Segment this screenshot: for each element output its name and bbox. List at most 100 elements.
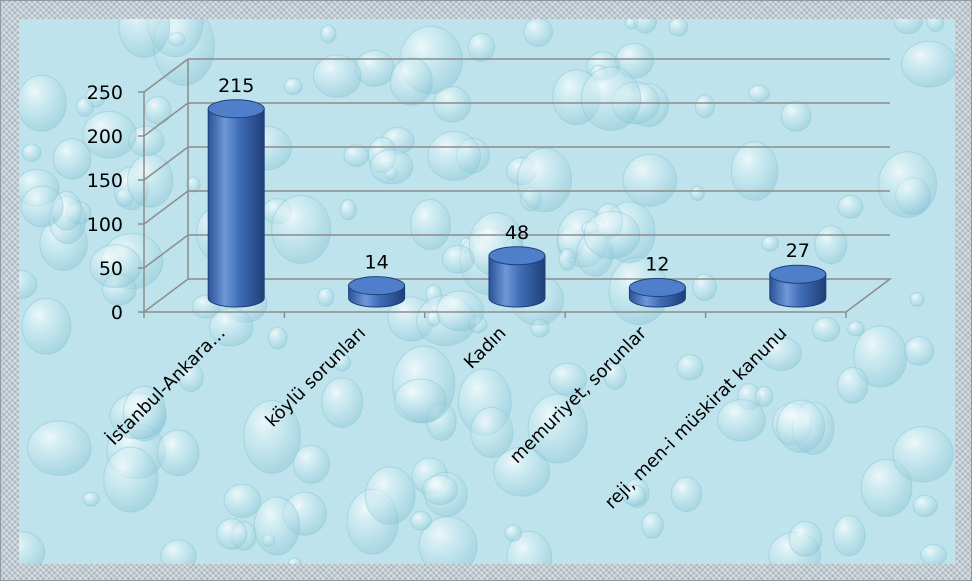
bar-cylinder-top [488,246,546,266]
gridline-diagonal [143,234,189,269]
water-droplet [912,494,938,518]
water-droplet [754,385,774,407]
water-droplet [580,66,642,131]
water-droplet [271,195,332,264]
gridline-diagonal [143,102,189,137]
water-droplet [622,153,678,207]
water-droplet [343,144,370,167]
water-droplet [909,291,925,307]
water-droplet [267,326,288,350]
water-droplet [156,429,200,477]
water-droplet [27,420,92,476]
water-droplet [641,512,664,539]
water-droplet [836,366,869,404]
water-droplet [893,19,923,35]
water-droplet [433,86,472,123]
water-droplet [690,185,705,201]
y-tick-label: 0 [111,302,123,324]
water-droplet [208,307,254,347]
gridlines [138,58,890,318]
water-droplet [186,176,201,193]
water-droplet [52,138,92,180]
data-label: 48 [505,222,529,244]
water-droplet [339,199,357,221]
water-droplet [418,516,478,564]
water-droplet [847,321,865,337]
water-droplet [832,514,866,557]
water-droplet [622,484,647,506]
water-droplet [333,353,351,372]
water-droplet [292,444,330,484]
water-droplet [717,399,767,442]
water-droplet [82,491,100,507]
water-droplet [668,19,689,37]
water-droplet [837,194,864,219]
water-droplet [901,40,955,88]
water-droplet [692,273,718,302]
water-droplet [253,496,300,556]
water-droplet [676,354,704,381]
water-droplet [364,466,416,525]
bars [207,99,827,308]
water-droplet [312,54,362,98]
water-droplet [493,446,551,497]
water-droplet [892,426,954,483]
bar [769,264,827,308]
water-droplet [127,154,174,208]
water-droplet [317,287,335,307]
water-droplet [19,74,67,132]
water-droplet [89,244,142,289]
water-droplet [780,100,812,132]
bar-cylinder-top [769,264,827,284]
gridline-diagonal [143,146,189,181]
water-droplet [470,406,514,458]
data-label: 215 [218,75,254,97]
water-droplet [926,19,945,32]
bar [348,276,406,308]
water-droplet [144,95,172,125]
bar-cylinder-body [207,108,265,308]
water-droplet [761,235,779,252]
water-droplet [730,141,779,201]
water-droplet [243,399,301,474]
water-droplet [504,524,523,542]
water-droplet [354,49,395,87]
water-droplet [103,446,159,513]
water-droplet [633,19,658,34]
water-droplet [694,94,715,119]
data-label: 12 [645,253,669,275]
water-droplet [603,362,627,390]
y-tick-label: 50 [99,258,123,280]
data-labels: 215 14 48 12 27 [218,75,810,276]
water-droplet [670,476,703,512]
water-droplet [82,110,137,159]
floor-plane [141,278,893,313]
water-droplet [516,147,573,213]
gridline-diagonal [143,58,189,93]
gridline-diagonal [143,190,189,225]
water-droplet [548,362,588,396]
water-droplet [860,458,913,517]
water-droplet [19,269,38,300]
water-droplet [427,131,481,181]
axes [141,59,893,313]
y-axis-tick-labels: 0 50 100 150 200 250 [87,82,123,324]
y-tick-label: 250 [87,82,123,104]
water-droplet [409,198,451,251]
bar [207,99,265,308]
y-tick-label: 200 [87,126,123,148]
water-droplet [878,151,937,218]
water-droplet [527,393,588,464]
water-droplet [814,225,848,265]
y-tick-label: 150 [87,170,123,192]
water-droplet [320,24,337,44]
water-droplet [118,19,171,58]
water-droplet [748,84,770,103]
water-droplet [558,248,577,271]
bar-cylinder-top [348,276,406,296]
water-droplet [389,57,433,106]
water-droplet [21,297,72,355]
bar [628,277,686,308]
water-droplet [19,531,46,564]
